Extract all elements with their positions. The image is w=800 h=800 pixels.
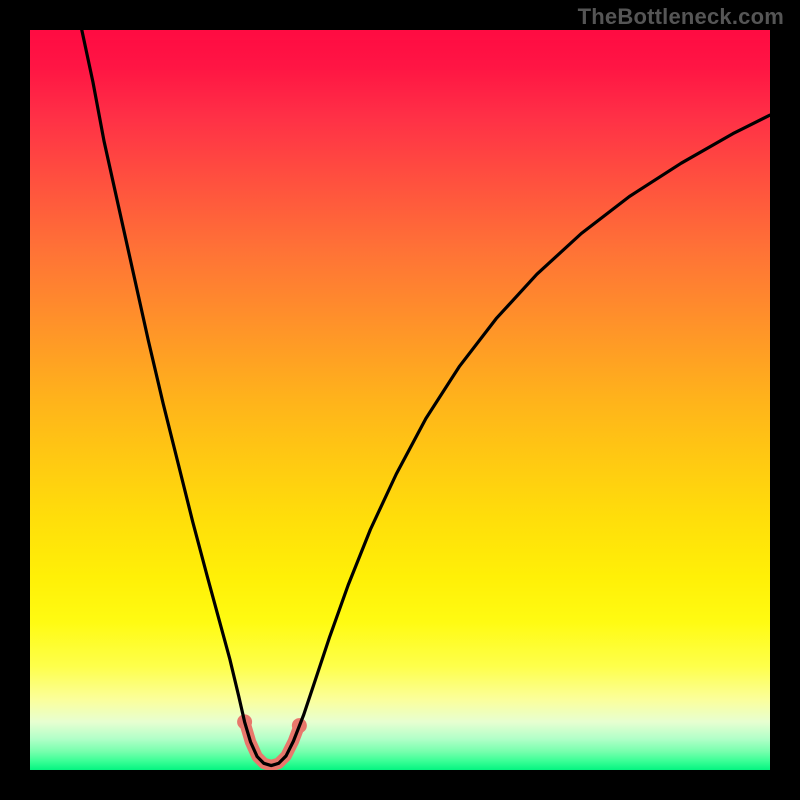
- chart-container: TheBottleneck.com: [0, 0, 800, 800]
- bottleneck-chart-svg: [0, 0, 800, 800]
- plot-background: [30, 30, 770, 770]
- watermark-text: TheBottleneck.com: [578, 4, 784, 30]
